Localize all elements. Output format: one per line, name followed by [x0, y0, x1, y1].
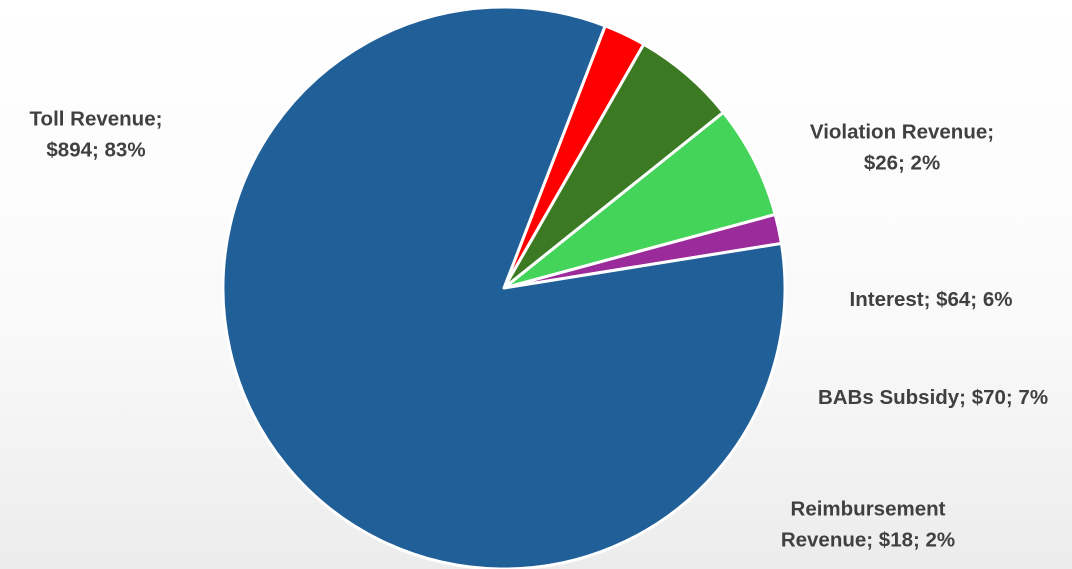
data-label-reimbursement-revenue: Reimbursement Revenue; $18; 2%	[781, 498, 955, 552]
data-label-line: Reimbursement	[791, 498, 946, 521]
pie-labels: Violation Revenue; $26; 2% Interest; $64; …	[30, 108, 1049, 552]
data-label-line: BABs Subsidy; $70; 7%	[818, 386, 1048, 409]
data-label-line: Toll Revenue;	[30, 108, 163, 131]
data-label-line: $26; 2%	[864, 152, 940, 175]
data-label-toll-revenue: Toll Revenue; $894; 83%	[30, 108, 163, 162]
data-label-babs-subsidy: BABs Subsidy; $70; 7%	[818, 386, 1048, 409]
data-label-line: Interest; $64; 6%	[850, 288, 1013, 311]
data-label-violation-revenue: Violation Revenue; $26; 2%	[810, 121, 994, 175]
data-label-line: $894; 83%	[46, 139, 145, 162]
pie-slice-toll-revenue	[221, 5, 787, 569]
data-label-line: Violation Revenue;	[810, 121, 994, 144]
pie-slice-babs-subsidy	[502, 110, 777, 290]
data-label-interest: Interest; $64; 6%	[850, 288, 1013, 311]
data-label-line: Revenue; $18; 2%	[781, 529, 955, 552]
pie-slices	[221, 5, 787, 569]
